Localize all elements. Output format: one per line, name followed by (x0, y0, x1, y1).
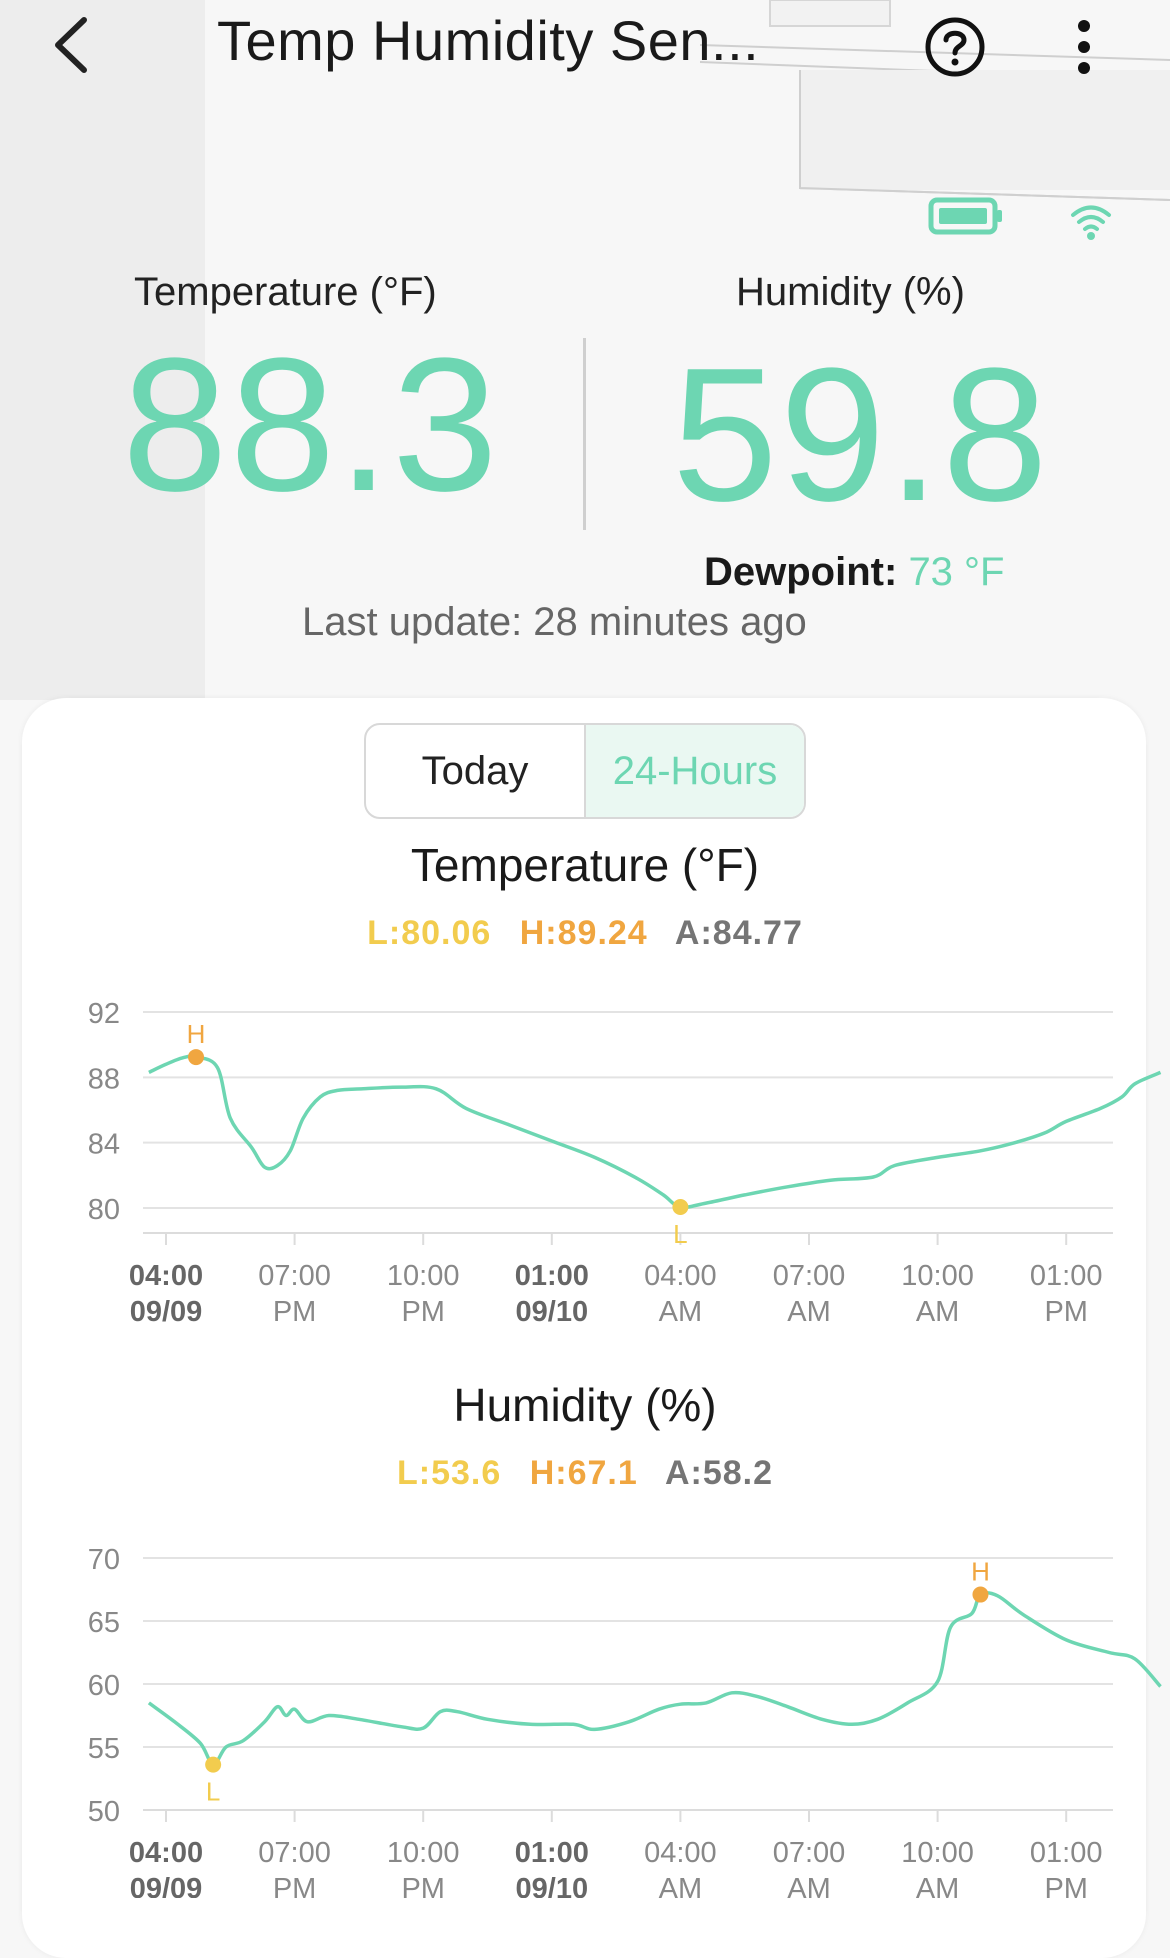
x-tick-label: AM (787, 1873, 831, 1898)
dewpoint: Dewpoint: 73 °F (704, 550, 1004, 595)
series-line (147, 1590, 1162, 1767)
back-button[interactable] (40, 10, 100, 80)
y-tick-label: 80 (88, 1194, 120, 1226)
chevron-left-icon (55, 17, 87, 73)
y-tick-label: 60 (88, 1670, 120, 1702)
x-tick-label: 10:00 (901, 1260, 974, 1292)
x-tick-label: 04:00 (644, 1260, 717, 1292)
y-tick-label: 50 (88, 1796, 120, 1828)
low-point-marker (672, 1199, 689, 1216)
x-tick-label: AM (916, 1873, 960, 1898)
temperature-value: 88.3 (122, 319, 500, 531)
x-tick-label: 10:00 (387, 1260, 460, 1292)
low-point-marker (205, 1756, 222, 1773)
temperature-low-stat: L:80.06 (367, 914, 492, 952)
humidity-low-stat: L:53.6 (396, 1454, 502, 1492)
y-tick-label: 84 (88, 1129, 120, 1161)
y-tick-label: 65 (88, 1607, 120, 1639)
humidity-label: Humidity (%) (736, 270, 965, 314)
x-tick-label: 07:00 (258, 1837, 331, 1869)
x-tick-label: 07:00 (773, 1837, 846, 1869)
battery-icon (928, 197, 1002, 235)
x-tick-label: AM (659, 1296, 703, 1328)
x-tick-label: 09/09 (130, 1873, 203, 1898)
low-point-label: L (673, 1219, 687, 1249)
temperature-average-stat: A:84.77 (674, 914, 803, 952)
x-tick-label: AM (916, 1296, 960, 1328)
x-tick-label: PM (401, 1296, 445, 1328)
humidity-value: 59.8 (672, 329, 1050, 541)
high-point-label: H (971, 1557, 990, 1587)
question-circle-icon (925, 17, 985, 77)
humidity-chart: 70 65 60 55 50 04:00 09/09 07:00 PM 10:00 PM 01:00 0… (88, 1544, 1162, 1898)
x-tick-label: PM (1044, 1873, 1088, 1898)
y-tick-label: 88 (88, 1063, 120, 1095)
x-tick-label: PM (401, 1873, 445, 1898)
temperature-chart-title: Temperature (°F) (410, 839, 760, 891)
dewpoint-label: Dewpoint: (704, 550, 898, 594)
x-tick-label: 01:00 (1030, 1260, 1103, 1292)
readings-divider (583, 338, 586, 530)
dewpoint-value: 73 °F (908, 550, 1005, 594)
high-point-marker (972, 1586, 989, 1603)
low-point-label: L (206, 1777, 220, 1807)
x-tick-label: AM (787, 1296, 831, 1328)
room-illustration (700, 0, 1170, 201)
x-tick-label: PM (273, 1296, 317, 1328)
x-tick-label: PM (1044, 1296, 1088, 1328)
x-tick-label: 01:00 (515, 1837, 589, 1869)
temperature-high-stat: H:89.24 (519, 914, 648, 952)
more-vertical-icon (1078, 20, 1090, 74)
humidity-chart-title: Humidity (%) (453, 1379, 717, 1431)
more-options-button[interactable] (1070, 12, 1126, 82)
wifi-icon (1071, 205, 1111, 240)
temperature-stats: L:80.06 H:89.24 A:84.77 (0, 914, 1170, 953)
help-button[interactable] (920, 12, 990, 82)
tab-24-hours[interactable]: 24-Hours (584, 725, 804, 817)
x-tick-label: 04:00 (644, 1837, 717, 1869)
range-toggle: Today 24-Hours (364, 723, 806, 819)
x-tick-label: 04:00 (129, 1260, 203, 1292)
temperature-chart: 92 88 84 80 04:00 09/09 07:00 PM 10:00 PM 01:00 09/… (88, 998, 1162, 1328)
series-line (148, 1054, 1162, 1210)
x-tick-label: PM (273, 1873, 317, 1898)
x-tick-label: 09/09 (130, 1296, 203, 1328)
high-point-marker (188, 1049, 205, 1066)
temperature-label: Temperature (°F) (134, 270, 437, 314)
humidity-average-stat: A:58.2 (664, 1454, 774, 1492)
humidity-high-stat: H:67.1 (529, 1454, 638, 1492)
y-tick-label: 55 (88, 1733, 120, 1765)
x-tick-label: 07:00 (258, 1260, 331, 1292)
humidity-stats: L:53.6 H:67.1 A:58.2 (0, 1454, 1170, 1493)
x-tick-label: 01:00 (1030, 1837, 1103, 1869)
x-tick-label: 10:00 (901, 1837, 974, 1869)
x-tick-label: 10:00 (387, 1837, 460, 1869)
x-tick-label: 07:00 (773, 1260, 846, 1292)
background-panel (0, 0, 205, 700)
x-tick-label: AM (659, 1873, 703, 1898)
tab-today[interactable]: Today (421, 748, 529, 793)
x-tick-label: 01:00 (515, 1260, 589, 1292)
y-tick-label: 92 (88, 998, 120, 1030)
last-update-text: Last update: 28 minutes ago (302, 600, 807, 644)
x-tick-label: 09/10 (516, 1873, 589, 1898)
high-point-label: H (187, 1019, 206, 1049)
y-tick-label: 70 (88, 1544, 120, 1576)
x-tick-label: 09/10 (516, 1296, 589, 1328)
page-title: Temp Humidity Sen... (217, 9, 760, 72)
x-tick-label: 04:00 (129, 1837, 203, 1869)
